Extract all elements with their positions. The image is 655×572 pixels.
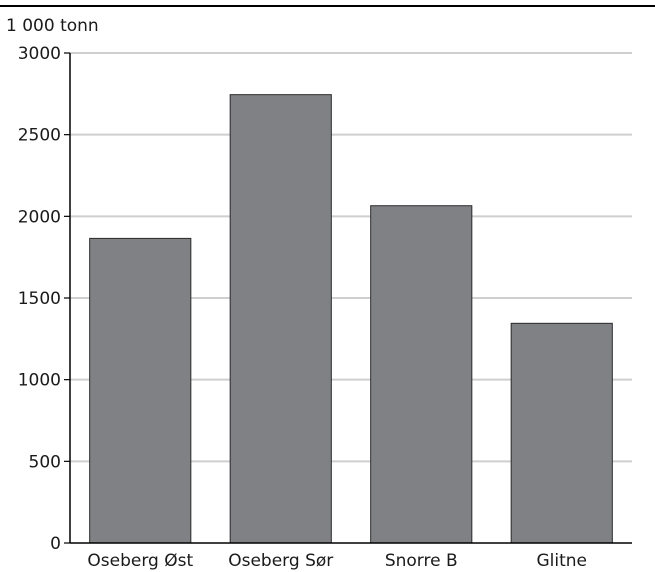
y-axis-ticks: 0 500 1000 1500 2000 2500 3000	[18, 44, 70, 554]
bar-oseberg-st	[89, 237, 192, 544]
x-category-label: Oseberg Sør	[228, 551, 333, 571]
bars	[89, 94, 613, 544]
y-tick-label: 2000	[18, 207, 61, 227]
x-axis-labels: Oseberg Øst Oseberg Sør Snorre B Glitne	[87, 551, 587, 571]
bar-oseberg-s-r	[229, 94, 332, 544]
y-tick-label: 1500	[18, 289, 61, 309]
y-tick-label: 3000	[18, 44, 61, 64]
y-tick-label: 2500	[18, 126, 61, 146]
bar-snorre-b	[370, 205, 473, 544]
y-tick-label: 0	[50, 534, 61, 554]
bar-glitne	[510, 322, 613, 544]
x-category-label: Glitne	[536, 551, 587, 571]
x-category-label: Snorre B	[385, 551, 458, 571]
y-tick-label: 500	[29, 452, 61, 472]
x-category-label: Oseberg Øst	[87, 551, 193, 571]
y-tick-label: 1000	[18, 371, 61, 391]
y-axis-unit-label: 1 000 tonn	[6, 16, 99, 36]
